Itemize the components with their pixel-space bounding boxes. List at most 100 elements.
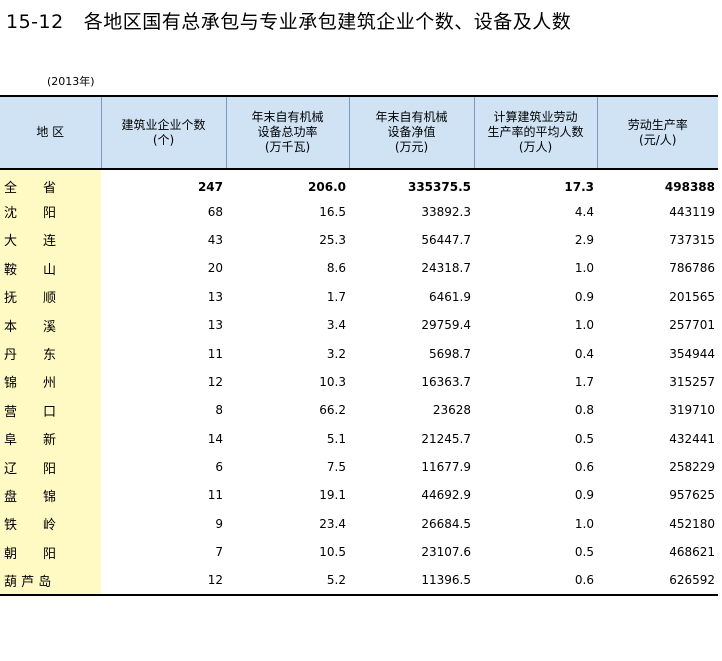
table-body: 全 省 247 206.0 335375.5 17.3 498388 沈 阳 68 16.5 33… (0, 169, 718, 595)
value-cell-enterprises: 43 (207, 232, 223, 247)
value-cell-enterprises: 13 (207, 289, 223, 304)
table-row: 锦 州 12 10.3 16363.7 1.7 315257 (0, 367, 718, 397)
value-cell-power: 5.2 (326, 573, 346, 588)
table-row: 抚 顺 13 1.7 6461.9 0.9 201565 (0, 282, 718, 311)
value-cell-avg-people: 2.9 (574, 232, 594, 247)
value-cell-productivity: 786786 (669, 261, 715, 276)
region-cell: 葫 芦 岛 (0, 566, 101, 595)
value-cell-power: 7.5 (326, 460, 346, 475)
region-cell: 阜 新 (0, 424, 101, 453)
value-cell-power: 3.2 (326, 346, 346, 361)
value-cell-enterprises: 11 (207, 488, 223, 503)
value-cell-net-value: 6461.9 (429, 289, 471, 304)
header-row: 地 区 建筑业企业个数 (个) 年末自有机械 设备总功率 (万千瓦) 年末自有机械设备… (0, 96, 718, 169)
value-cell-productivity: 319710 (669, 403, 715, 418)
value-cell-net-value: 44692.9 (421, 488, 471, 503)
value-cell-productivity: 315257 (669, 374, 715, 389)
value-cell-enterprises: 247 (197, 179, 223, 194)
value-cell-avg-people: 0.9 (574, 488, 594, 503)
value-cell-avg-people: 1.0 (574, 318, 594, 333)
value-cell-net-value: 11677.9 (421, 460, 471, 475)
header-line: (万千瓦) (264, 140, 311, 154)
year-note: (2013年) (47, 75, 95, 88)
value-cell-power: 66.2 (319, 403, 346, 418)
value-cell-enterprises: 11 (207, 346, 223, 361)
region-cell: 营 口 (0, 396, 101, 425)
region-cell: 鞍 山 (0, 254, 101, 283)
value-cell-productivity: 354944 (669, 346, 715, 361)
value-cell-enterprises: 14 (207, 431, 223, 446)
value-cell-net-value: 21245.7 (421, 431, 471, 446)
region-cell: 本 溪 (0, 310, 101, 340)
value-cell-enterprises: 12 (207, 374, 223, 389)
table-row: 盘 锦 11 19.1 44692.9 0.9 957625 (0, 481, 718, 510)
table-row: 大 连 43 25.3 56447.7 2.9 737315 (0, 225, 718, 255)
table-row: 葫 芦 岛 12 5.2 11396.5 0.6 626592 (0, 566, 718, 595)
value-cell-enterprises: 8 (215, 403, 223, 418)
table-row: 沈 阳 68 16.5 33892.3 4.4 443119 (0, 197, 718, 226)
value-cell-net-value: 23628 (432, 403, 471, 418)
region-cell: 丹 东 (0, 339, 101, 368)
table-number: 15-12 (6, 11, 64, 33)
header-line: 建筑业企业个数 (121, 117, 206, 132)
value-cell-net-value: 5698.7 (429, 346, 471, 361)
table-row: 营 口 8 66.2 23628 0.8 319710 (0, 396, 718, 425)
value-cell-power: 3.4 (326, 318, 346, 333)
value-cell-power: 5.1 (326, 431, 346, 446)
table-title: 各地区国有总承包与专业承包建筑企业个数、设备及人数 (83, 11, 572, 33)
region-cell: 沈 阳 (0, 197, 101, 226)
region-cell: 抚 顺 (0, 282, 101, 311)
header-enterprises: 建筑业企业个数 (个) (100, 96, 226, 169)
value-cell-net-value: 24318.7 (421, 261, 471, 276)
value-cell-net-value: 11396.5 (421, 573, 471, 588)
value-cell-net-value: 56447.7 (421, 232, 471, 247)
value-cell-productivity: 452180 (669, 516, 715, 531)
region-cell: 大 连 (0, 225, 101, 255)
table-row: 本 溪 13 3.4 29759.4 1.0 257701 (0, 310, 718, 340)
value-cell-productivity: 201565 (669, 289, 715, 304)
value-cell-productivity: 432441 (669, 431, 715, 446)
table-row: 阜 新 14 5.1 21245.7 0.5 432441 (0, 424, 718, 453)
value-cell-avg-people: 17.3 (564, 179, 594, 194)
page-title: 15-12 各地区国有总承包与专业承包建筑企业个数、设备及人数 (6, 7, 571, 34)
table-row: 辽 阳 6 7.5 11677.9 0.6 258229 (0, 452, 718, 482)
header-power: 年末自有机械 设备总功率 (万千瓦) (225, 96, 349, 169)
region-cell: 盘 锦 (0, 481, 101, 510)
value-cell-net-value: 29759.4 (421, 318, 471, 333)
value-cell-avg-people: 0.9 (574, 289, 594, 304)
value-cell-net-value: 16363.7 (421, 374, 471, 389)
header-avg-people: 计算建筑业劳动 生产率的平均人数 (万人) (473, 96, 597, 169)
value-cell-power: 10.3 (319, 374, 346, 389)
table-row: 丹 东 11 3.2 5698.7 0.4 354944 (0, 339, 718, 368)
header-line: 设备净值 (387, 125, 436, 139)
region-cell: 铁 岭 (0, 509, 101, 539)
value-cell-enterprises: 12 (207, 573, 223, 588)
value-cell-power: 10.5 (319, 545, 346, 560)
value-cell-avg-people: 0.8 (574, 403, 594, 418)
header-line: (万人) (518, 140, 553, 154)
value-cell-avg-people: 0.4 (574, 346, 594, 361)
header-line: (元/人) (639, 132, 677, 147)
value-cell-avg-people: 0.6 (574, 573, 594, 588)
value-cell-avg-people: 4.4 (574, 204, 594, 219)
value-cell-power: 19.1 (319, 488, 346, 503)
value-cell-productivity: 957625 (669, 488, 715, 503)
region-cell: 全 省 (0, 169, 101, 198)
value-cell-productivity: 257701 (669, 318, 715, 333)
value-cell-net-value: 335375.5 (407, 179, 471, 194)
value-cell-avg-people: 1.0 (574, 516, 594, 531)
table-row: 朝 阳 7 10.5 23107.6 0.5 468621 (0, 538, 718, 567)
value-cell-power: 1.7 (326, 289, 346, 304)
table-row: 全 省 247 206.0 335375.5 17.3 498388 (0, 169, 718, 198)
header-line: (万元) (394, 140, 429, 154)
header-region: 地 区 (0, 96, 101, 169)
region-cell: 辽 阳 (0, 452, 101, 482)
value-cell-power: 206.0 (308, 179, 346, 194)
value-cell-productivity: 468621 (669, 545, 715, 560)
header-line: 计算建筑业劳动 (493, 110, 578, 124)
value-cell-productivity: 258229 (669, 460, 715, 475)
header-line: 地 区 (36, 125, 65, 139)
header-line: 年末自有机械 (251, 110, 324, 124)
value-cell-productivity: 626592 (669, 573, 715, 588)
value-cell-net-value: 23107.6 (421, 545, 471, 560)
